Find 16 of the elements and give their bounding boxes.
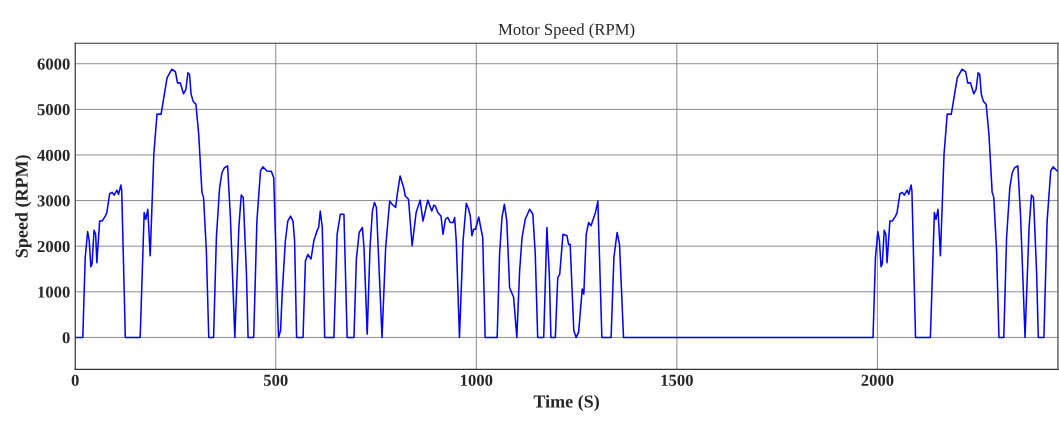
y-tick-label: 4000 [37,149,70,161]
x-tick-label: 1000 [460,374,493,386]
x-tick-label: 2000 [861,374,894,386]
y-tick-label: 0 [62,332,70,344]
x-axis-title: Time (S) [533,394,599,412]
x-tick-label: 0 [71,374,79,386]
chart-title: Motor Speed (RPM) [498,23,635,39]
line-series [75,68,1058,339]
y-axis-title: Speed (RPM) [15,155,32,258]
x-tick-label: 1500 [661,374,693,386]
y-tick-label: 3000 [37,195,70,207]
y-tick-label: 6000 [37,58,70,70]
y-tick-label: 1000 [38,286,70,298]
x-tick-label: 500 [263,374,288,386]
y-tick-label: 5000 [37,104,70,116]
y-tick-label: 2000 [37,240,70,253]
